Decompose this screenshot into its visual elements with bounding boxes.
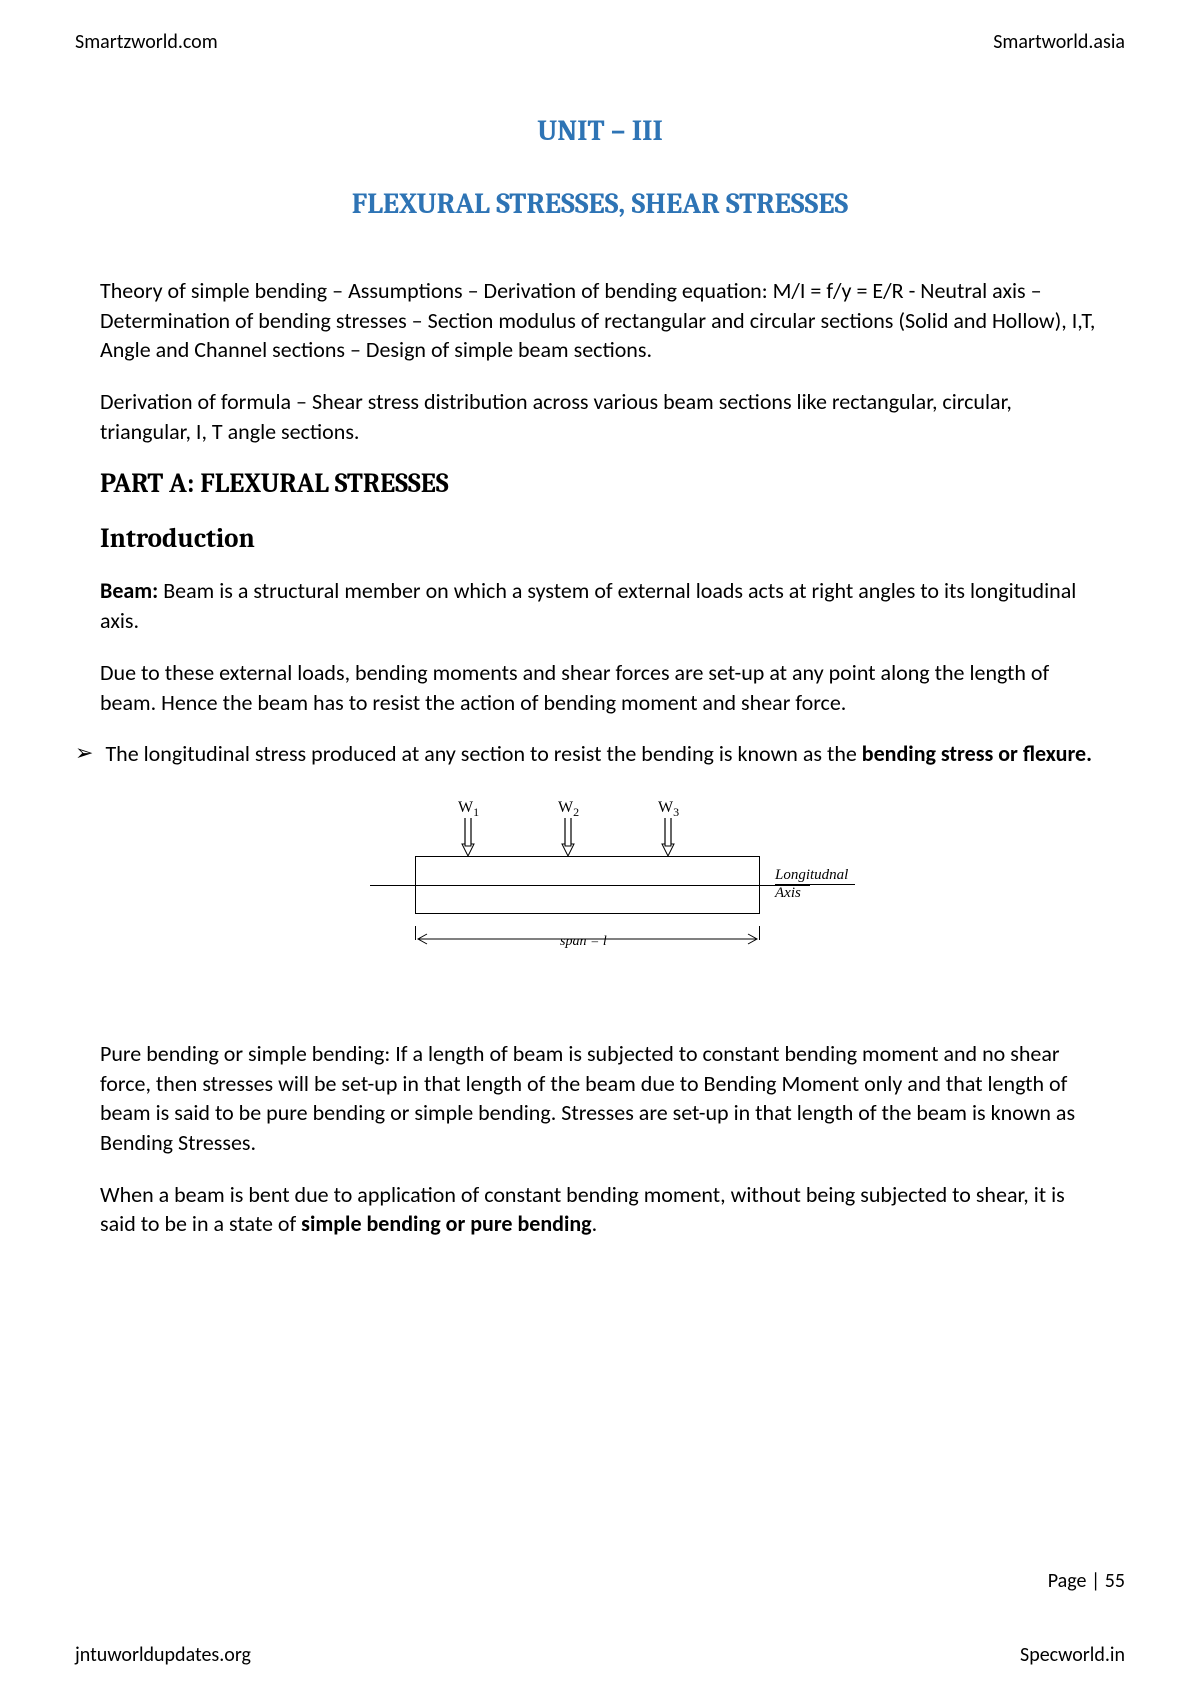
axis-label-line1: Longitudnal	[775, 867, 855, 885]
axis-label-line2: Axis	[775, 885, 801, 901]
bullet-text: The longitudinal stress produced at any …	[105, 739, 1092, 769]
span-tick-right	[759, 926, 760, 940]
bullet-marker-icon: ➢	[75, 739, 93, 769]
unit-title: UNIT – III	[100, 115, 1100, 148]
beam-definition: Beam: Beam is a structural member on whi…	[100, 576, 1100, 635]
arrow-w1-icon	[460, 816, 476, 856]
external-loads-paragraph: Due to these external loads, bending mom…	[100, 658, 1100, 717]
page-header: Smartzworld.com Smartworld.asia	[0, 30, 1200, 54]
span-label: span = l	[560, 934, 607, 950]
bullet-text-part1: The longitudinal stress produced at any …	[105, 740, 861, 767]
axis-label: Longitudnal Axis	[775, 867, 855, 903]
main-title: FLEXURAL STRESSES, SHEAR STRESSES	[100, 188, 1100, 221]
beam-diagram: W1 W2 W3	[360, 804, 840, 984]
part-a-heading: PART A: FLEXURAL STRESSES	[100, 468, 1100, 499]
beam-label: Beam:	[100, 577, 163, 604]
simple-bending-paragraph: When a beam is bent due to application o…	[100, 1180, 1100, 1239]
arrow-w3-icon	[660, 816, 676, 856]
header-left: Smartzworld.com	[75, 30, 218, 54]
intro-paragraph-1: Theory of simple bending – Assumptions –…	[100, 276, 1100, 365]
last-para-bold: simple bending or pure bending	[301, 1210, 591, 1237]
pure-bending-paragraph: Pure bending or simple bending: If a len…	[100, 1039, 1100, 1158]
arrow-w2-icon	[560, 816, 576, 856]
beam-diagram-container: W1 W2 W3	[100, 804, 1100, 984]
bullet-bending-stress: ➢ The longitudinal stress produced at an…	[75, 739, 1100, 769]
span-tick-left	[415, 926, 416, 940]
page-content: UNIT – III FLEXURAL STRESSES, SHEAR STRE…	[100, 115, 1100, 1261]
page-footer: Page | 55 jntuworldupdates.org Specworld…	[0, 1569, 1200, 1667]
beam-text: Beam is a structural member on which a s…	[100, 577, 1076, 634]
last-para-end: .	[592, 1210, 598, 1237]
intro-paragraph-2: Derivation of formula – Shear stress dis…	[100, 387, 1100, 446]
footer-right: Specworld.in	[1020, 1643, 1125, 1667]
footer-left: jntuworldupdates.org	[75, 1643, 251, 1667]
page-number: Page | 55	[75, 1569, 1125, 1593]
introduction-heading: Introduction	[100, 523, 1100, 554]
bullet-text-bold: bending stress or flexure.	[862, 740, 1092, 767]
longitudinal-axis-line	[370, 885, 810, 886]
footer-sites: jntuworldupdates.org Specworld.in	[75, 1643, 1125, 1667]
header-right: Smartworld.asia	[993, 30, 1125, 54]
